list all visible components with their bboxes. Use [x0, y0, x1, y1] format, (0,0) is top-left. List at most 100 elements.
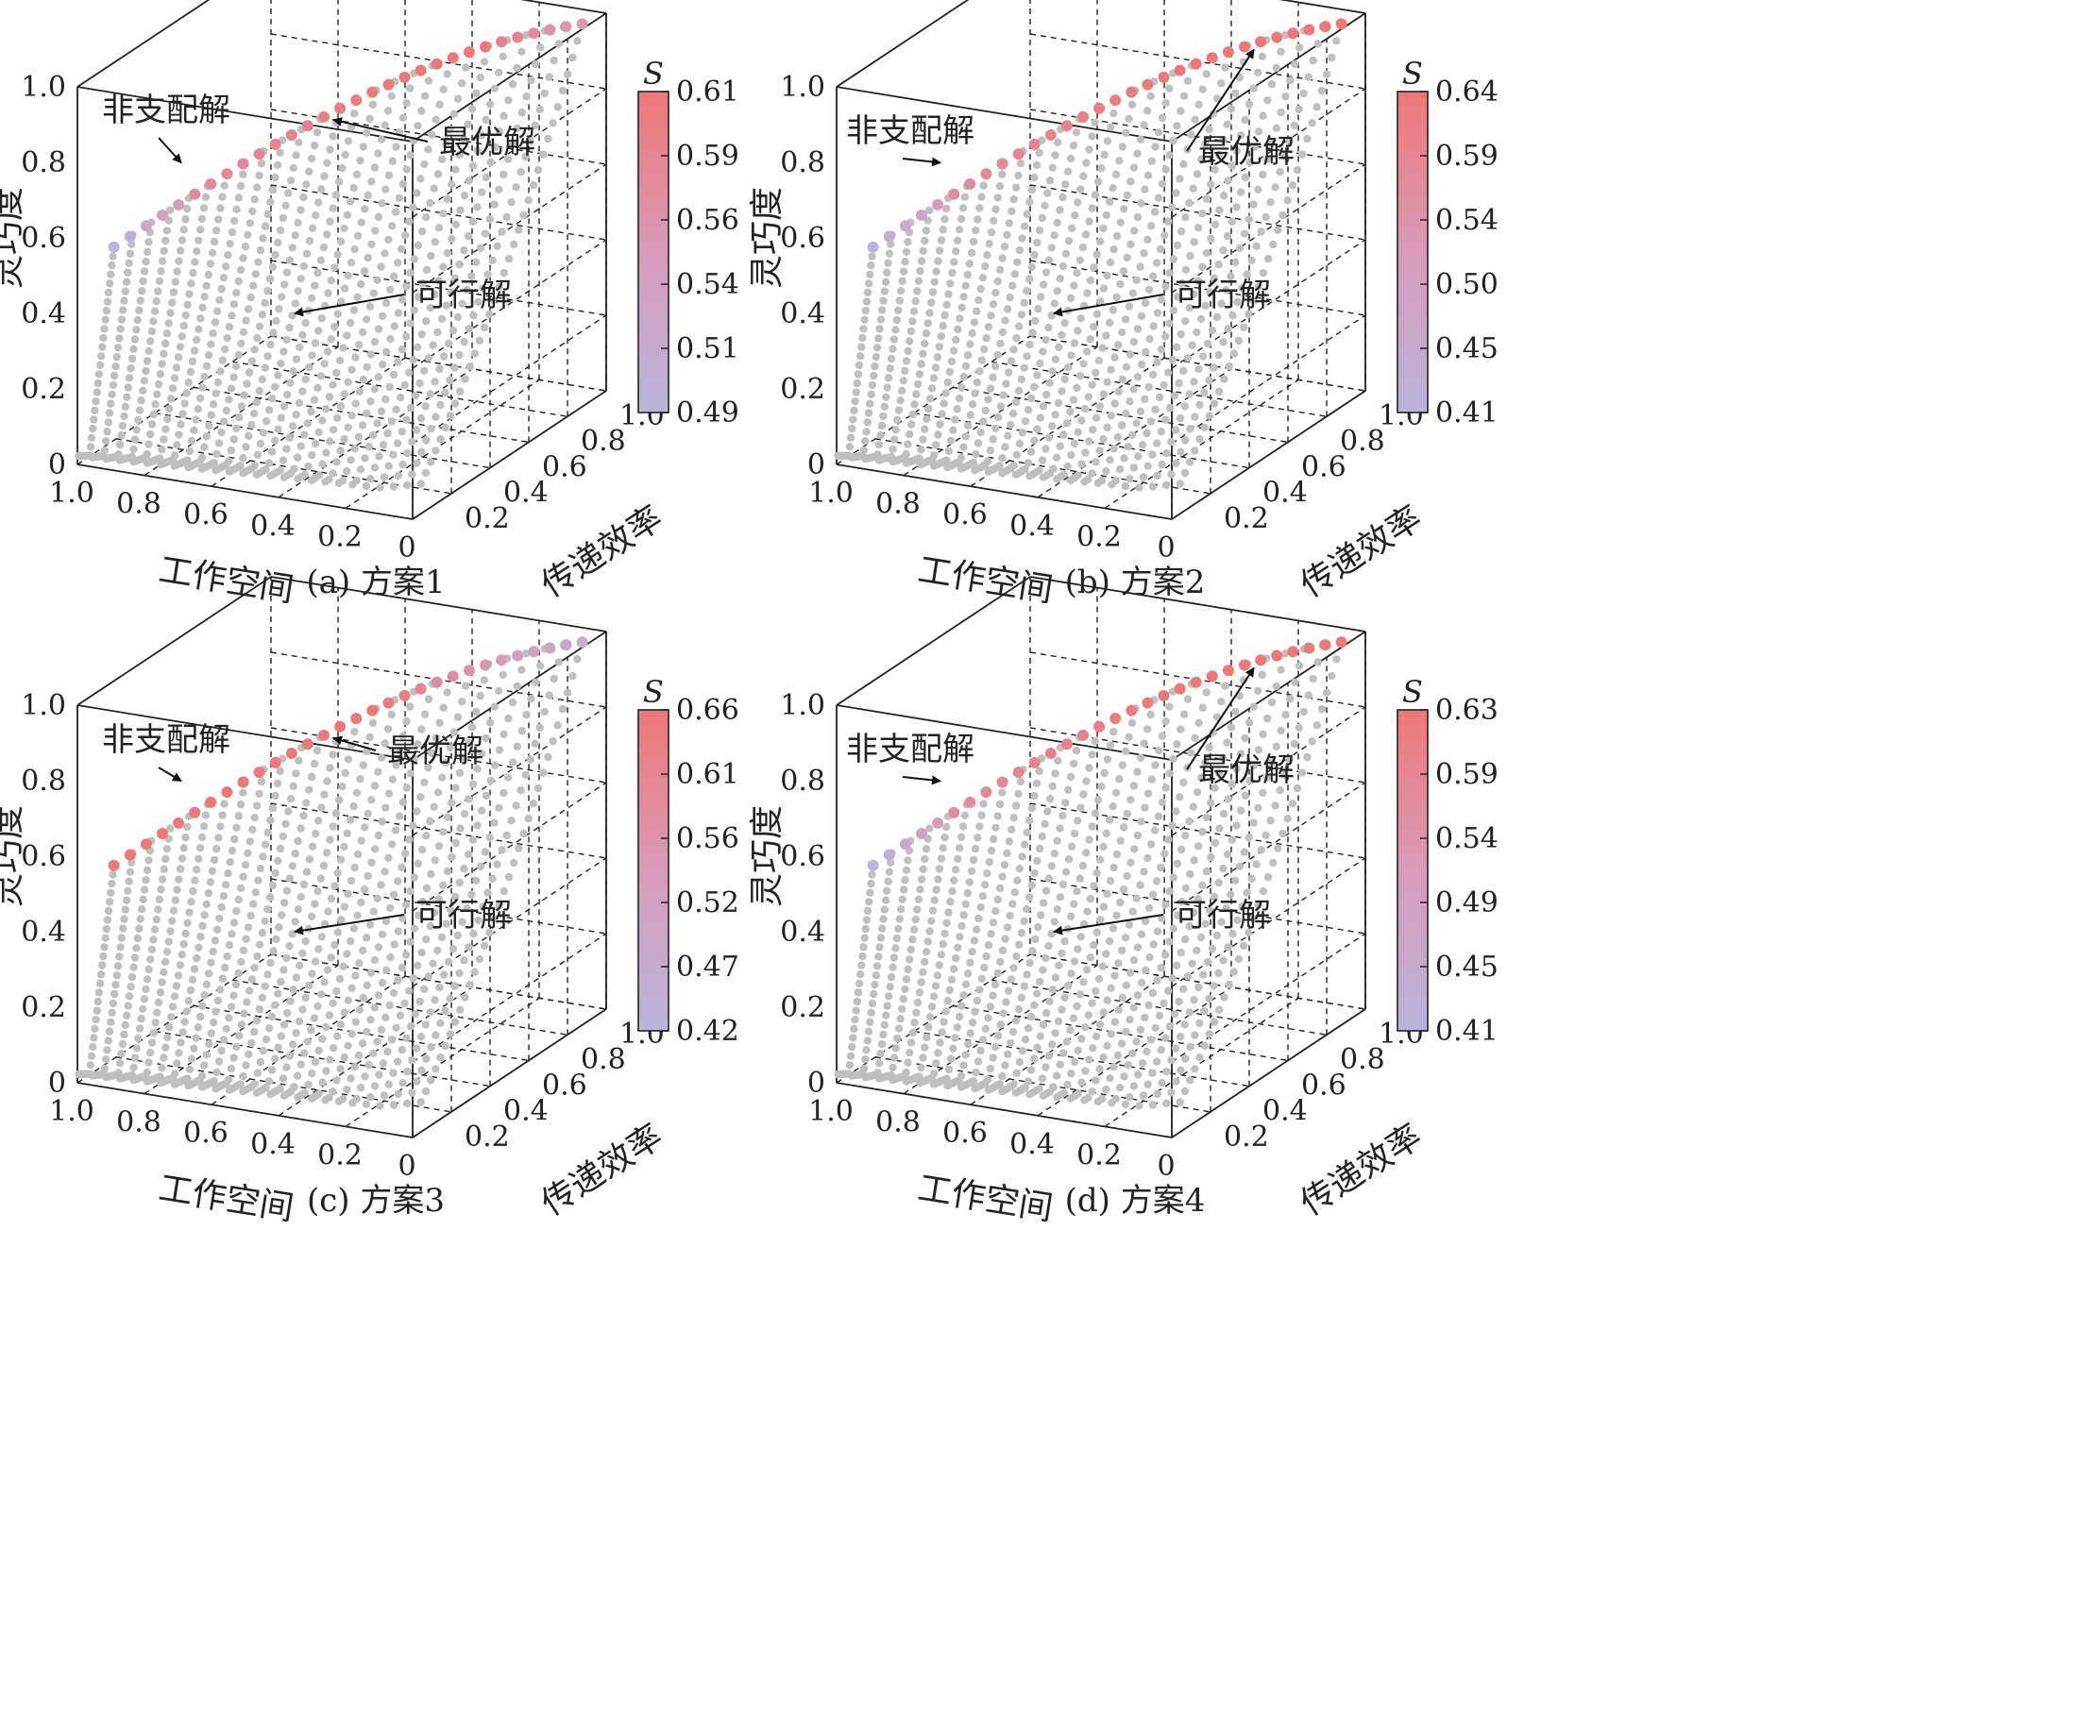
feasible-point [1024, 459, 1033, 467]
feasible-point [314, 945, 323, 953]
feasible-point [966, 411, 974, 419]
grid-line [1029, 335, 1366, 392]
feasible-point [325, 393, 334, 401]
feasible-point [1074, 945, 1082, 953]
grid-line [1029, 802, 1366, 859]
grid-line [412, 239, 607, 369]
feasible-point [1118, 946, 1126, 955]
feasible-point [461, 375, 469, 383]
feasible-point [422, 317, 431, 326]
feasible-point [1123, 871, 1131, 881]
feasible-point [1209, 728, 1218, 736]
feasible-point [1185, 921, 1194, 931]
feasible-point [1201, 758, 1210, 767]
feasible-point [104, 906, 113, 916]
front-point [560, 21, 572, 33]
feasible-point [1051, 151, 1059, 160]
feasible-point [1138, 1059, 1147, 1068]
feasible-point [374, 325, 383, 333]
feasible-point [1004, 1050, 1012, 1059]
feasible-point [476, 74, 484, 82]
feasible-point [1071, 829, 1079, 838]
feasible-point [1128, 289, 1138, 297]
feasible-point [202, 980, 212, 989]
panel-a: 00.20.40.60.81.01.0 0.8 0.6 0.4 0.2 00.20.40.… [0, 0, 739, 610]
feasible-point [1026, 447, 1036, 456]
feasible-point [1211, 784, 1219, 792]
feasible-point [132, 944, 141, 952]
feasible-point [1061, 868, 1071, 876]
feasible-point [508, 698, 517, 707]
feasible-point [863, 1037, 872, 1045]
feasible-point [1263, 95, 1272, 105]
feasible-point [1096, 297, 1105, 306]
feasible-point [1045, 177, 1055, 185]
feasible-point [1143, 107, 1152, 115]
feasible-point [377, 262, 385, 271]
feasible-point [1037, 293, 1045, 301]
feasible-point [448, 852, 456, 862]
feasible-point [1099, 902, 1109, 911]
feasible-point [295, 756, 303, 765]
front-point [1174, 683, 1186, 695]
feasible-point [1044, 256, 1054, 264]
feasible-point [239, 1087, 247, 1096]
feasible-point [1186, 458, 1194, 466]
feasible-point [1030, 868, 1039, 878]
feasible-point [482, 173, 491, 182]
feasible-point [984, 1014, 992, 1022]
feasible-point [380, 1091, 389, 1100]
feasible-point [979, 800, 988, 808]
front-point [1060, 738, 1073, 750]
feasible-point [1012, 450, 1022, 459]
feasible-point [1070, 1057, 1079, 1067]
feasible-point [118, 421, 127, 430]
feasible-point [549, 737, 557, 746]
feasible-point [904, 440, 912, 448]
front-point [1206, 52, 1218, 64]
feasible-point [948, 886, 957, 896]
feasible-point [102, 1072, 110, 1082]
feasible-point [975, 367, 984, 376]
feasible-point [1094, 356, 1104, 365]
feasible-point [279, 213, 287, 223]
feasible-point [173, 1059, 181, 1068]
feasible-point [314, 428, 323, 436]
feasible-point [245, 431, 253, 440]
feasible-point [374, 991, 383, 1000]
feasible-point [521, 31, 531, 40]
feasible-point [882, 1011, 890, 1020]
feasible-point [1129, 1082, 1139, 1090]
feasible-point [439, 703, 448, 712]
feasible-point [1312, 721, 1321, 730]
feasible-point [294, 905, 302, 914]
feasible-point [929, 462, 939, 470]
feasible-point [1050, 850, 1058, 858]
colorbar [1397, 709, 1429, 1032]
feasible-point [356, 465, 365, 474]
feasible-point [1016, 159, 1025, 168]
feasible-point [363, 128, 371, 137]
feasible-point [1197, 155, 1206, 163]
feasible-point [317, 185, 326, 194]
feasible-point [344, 1041, 352, 1051]
feasible-point [132, 1044, 141, 1053]
feasible-point [455, 969, 464, 978]
feasible-point [195, 854, 203, 863]
feasible-point [1259, 268, 1268, 278]
feasible-point [256, 439, 265, 448]
feasible-point [285, 323, 294, 332]
feasible-point [1179, 985, 1188, 994]
feasible-point [427, 458, 435, 466]
feasible-point [1177, 107, 1185, 115]
feasible-point [524, 196, 533, 205]
feasible-point [426, 390, 434, 398]
feasible-point [1234, 954, 1244, 964]
feasible-point [226, 858, 234, 867]
feasible-point [906, 1038, 916, 1047]
feasible-point [1060, 318, 1069, 328]
feasible-point [923, 1033, 931, 1042]
feasible-point [200, 373, 209, 381]
feasible-point [1157, 244, 1165, 254]
feasible-point [973, 378, 982, 387]
